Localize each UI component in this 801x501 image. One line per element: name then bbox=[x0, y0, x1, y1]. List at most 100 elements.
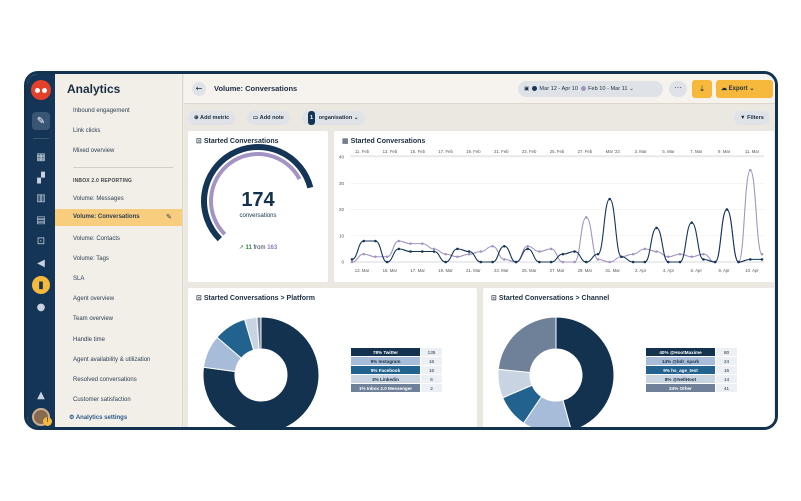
sidebar-item-team-overview[interactable]: Team overview bbox=[73, 316, 114, 322]
data-point[interactable] bbox=[374, 239, 377, 243]
data-point[interactable] bbox=[444, 252, 448, 256]
sidebar-item-customer-satisfaction[interactable]: Customer satisfaction bbox=[73, 397, 131, 403]
data-point[interactable] bbox=[643, 260, 647, 264]
data-point[interactable] bbox=[561, 260, 565, 264]
data-point[interactable] bbox=[444, 260, 448, 264]
pin-icon[interactable]: ✎ bbox=[166, 213, 172, 221]
data-point[interactable] bbox=[420, 242, 424, 245]
more-options-button[interactable]: ··· bbox=[669, 81, 687, 97]
sidebar-item-volume-contacts[interactable]: Volume: Contacts bbox=[73, 236, 121, 242]
data-point[interactable] bbox=[596, 258, 600, 261]
hootsuite-logo-icon[interactable] bbox=[31, 80, 51, 100]
data-point[interactable] bbox=[608, 260, 612, 264]
data-point[interactable] bbox=[748, 258, 752, 261]
data-point[interactable] bbox=[432, 247, 436, 251]
data-point[interactable] bbox=[491, 244, 494, 248]
sidebar-item-volume-conversations[interactable]: Volume: Conversations ✎ bbox=[55, 209, 182, 226]
sidebar-item-resolved-conversations[interactable]: Resolved conversations bbox=[73, 377, 137, 383]
data-point[interactable] bbox=[456, 247, 459, 251]
data-point[interactable] bbox=[666, 260, 670, 264]
data-point[interactable] bbox=[502, 244, 506, 248]
data-point[interactable] bbox=[409, 250, 412, 253]
sidebar-item-inbound-engagement[interactable]: Inbound engagement bbox=[73, 108, 130, 114]
data-point[interactable] bbox=[491, 260, 494, 264]
data-point[interactable] bbox=[432, 250, 436, 253]
data-point[interactable] bbox=[479, 260, 483, 264]
export-button[interactable]: ☁ Export ⌄ bbox=[716, 80, 773, 98]
calendar-icon[interactable]: ▤ bbox=[36, 214, 46, 226]
data-point[interactable] bbox=[385, 260, 389, 264]
data-point[interactable] bbox=[631, 260, 635, 264]
data-point[interactable] bbox=[397, 247, 401, 251]
data-point[interactable] bbox=[397, 239, 401, 243]
download-button[interactable]: ⤓ bbox=[692, 80, 712, 98]
donut-slice[interactable] bbox=[555, 316, 615, 428]
data-point[interactable] bbox=[725, 208, 729, 211]
data-point[interactable] bbox=[608, 197, 612, 201]
data-point[interactable] bbox=[596, 252, 600, 256]
donut-slice[interactable] bbox=[202, 316, 320, 428]
sidebar-item-volume-messages[interactable]: Volume: Messages bbox=[73, 196, 124, 202]
planner-icon[interactable]: ▥ bbox=[36, 192, 46, 204]
data-point[interactable] bbox=[631, 252, 635, 256]
data-point[interactable] bbox=[702, 252, 705, 256]
add-metric-button[interactable]: ⊕ Add metric bbox=[188, 111, 236, 125]
sidebar-item-mixed-overview[interactable]: Mixed overview bbox=[73, 148, 115, 154]
data-point[interactable] bbox=[526, 247, 530, 251]
sidebar-item-volume-tags[interactable]: Volume: Tags bbox=[73, 256, 109, 262]
data-point[interactable] bbox=[655, 250, 658, 253]
dashboard-icon[interactable]: ▞ bbox=[37, 172, 45, 184]
compose-icon[interactable]: ✎ bbox=[32, 112, 50, 130]
inbox-icon[interactable]: ⊡ bbox=[36, 235, 46, 247]
data-point[interactable] bbox=[514, 260, 518, 264]
data-point[interactable] bbox=[561, 252, 565, 256]
analytics-icon[interactable]: ▮ bbox=[32, 276, 50, 294]
data-point[interactable] bbox=[737, 260, 740, 264]
data-point[interactable] bbox=[526, 244, 530, 248]
data-point[interactable] bbox=[456, 255, 459, 259]
data-point[interactable] bbox=[760, 258, 764, 261]
data-point[interactable] bbox=[385, 255, 389, 259]
data-point[interactable] bbox=[420, 250, 424, 253]
data-point[interactable] bbox=[690, 221, 694, 224]
data-point[interactable] bbox=[549, 260, 553, 264]
data-point[interactable] bbox=[467, 250, 471, 253]
add-note-button[interactable]: ▭ Add note bbox=[247, 111, 290, 125]
data-point[interactable] bbox=[748, 168, 752, 172]
donut-slice[interactable] bbox=[497, 316, 557, 373]
back-button[interactable]: ← bbox=[192, 82, 206, 96]
organisation-filter[interactable]: 1 organisation ⌄ bbox=[302, 111, 365, 125]
data-point[interactable] bbox=[350, 258, 354, 261]
megaphone-icon[interactable]: ◀ bbox=[37, 257, 45, 269]
data-point[interactable] bbox=[713, 260, 717, 264]
location-pin-icon[interactable]: ● bbox=[36, 301, 46, 313]
data-point[interactable] bbox=[760, 252, 764, 256]
sidebar-item-agent-overview[interactable]: Agent overview bbox=[73, 296, 115, 302]
data-point[interactable] bbox=[479, 250, 483, 253]
data-point[interactable] bbox=[409, 242, 412, 245]
data-point[interactable] bbox=[362, 239, 366, 243]
date-range-picker[interactable]: ▣ Mar 12 - Apr 10 Feb 10 - Mar 11 ⌄ bbox=[518, 81, 663, 97]
data-point[interactable] bbox=[620, 255, 623, 259]
data-point[interactable] bbox=[362, 252, 366, 256]
data-point[interactable] bbox=[573, 250, 576, 253]
data-point[interactable] bbox=[655, 226, 658, 230]
sidebar-item-sla[interactable]: SLA bbox=[73, 276, 85, 282]
filters-button[interactable]: ▼ Filters bbox=[734, 111, 770, 125]
streams-icon[interactable]: ▦ bbox=[36, 151, 46, 163]
chevron-up-icon[interactable]: ▲ bbox=[37, 389, 45, 401]
data-point[interactable] bbox=[350, 260, 354, 264]
data-point[interactable] bbox=[538, 250, 541, 253]
data-point[interactable] bbox=[538, 260, 541, 264]
data-point[interactable] bbox=[584, 216, 588, 219]
sidebar-item-agent-availability[interactable]: Agent availability & utilization bbox=[73, 357, 151, 363]
data-point[interactable] bbox=[702, 258, 705, 261]
data-point[interactable] bbox=[643, 247, 647, 251]
data-point[interactable] bbox=[374, 255, 377, 259]
data-point[interactable] bbox=[666, 255, 670, 259]
data-point[interactable] bbox=[467, 252, 471, 256]
data-point[interactable] bbox=[690, 255, 694, 259]
data-point[interactable] bbox=[549, 247, 553, 251]
data-point[interactable] bbox=[584, 260, 588, 264]
donut-slice[interactable] bbox=[256, 316, 262, 350]
